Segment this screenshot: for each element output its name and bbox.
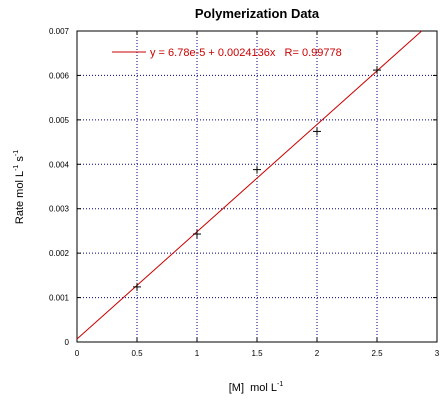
legend: y = 6.78e-5 + 0.0024136x R= 0.99778	[112, 47, 342, 59]
y-tick-label: 0.004	[49, 160, 70, 169]
plot-frame	[76, 30, 438, 343]
x-tick-label: 3	[435, 349, 440, 358]
y-tick-label: 0.007	[49, 27, 70, 36]
x-tick-labels: 0 0.5 1 1.5 2 2.5 3	[75, 349, 440, 358]
fit-line	[76, 30, 422, 340]
y-axis-label-base1: Rate mol L	[14, 171, 26, 224]
chart-title: Polymerization Data	[195, 6, 320, 21]
x-axis-label-sup: -1	[277, 381, 283, 388]
data-point	[313, 127, 321, 136]
data-point	[133, 282, 141, 291]
data-point	[373, 66, 381, 75]
x-tick-label: 2.5	[371, 349, 383, 358]
y-axis-label-base2: s	[14, 156, 26, 165]
x-tick-label: 0.5	[131, 349, 143, 358]
x-tick-label: 0	[75, 349, 80, 358]
y-tick-label: 0.003	[49, 205, 70, 214]
y-axis-label: Rate mol L-1 s-1	[13, 150, 26, 224]
y-tick-label: 0.006	[49, 71, 70, 80]
data-points	[133, 66, 381, 291]
x-tick-label: 2	[315, 349, 320, 358]
fit-line-group	[76, 30, 422, 340]
data-point	[253, 165, 261, 174]
x-axis-label: [M] mol L-1	[229, 381, 284, 394]
x-tick-label: 1	[195, 349, 200, 358]
y-tick-label: 0.005	[49, 116, 70, 125]
legend-equation: y = 6.78e-5 + 0.0024136x R= 0.99778	[150, 47, 342, 59]
x-axis-label-base: [M] mol L	[229, 382, 277, 394]
y-tick-label: 0	[65, 338, 70, 347]
y-tick-label: 0.002	[49, 249, 70, 258]
y-tick-label: 0.001	[49, 294, 70, 303]
x-tick-label: 1.5	[251, 349, 263, 358]
grid-lines	[77, 31, 437, 342]
data-point	[193, 230, 201, 239]
y-tick-labels: 0 0.001 0.002 0.003 0.004 0.005 0.006 0.007	[49, 27, 70, 347]
y-axis-label-sup2: -1	[13, 150, 20, 156]
y-axis-label-sup1: -1	[13, 165, 20, 171]
